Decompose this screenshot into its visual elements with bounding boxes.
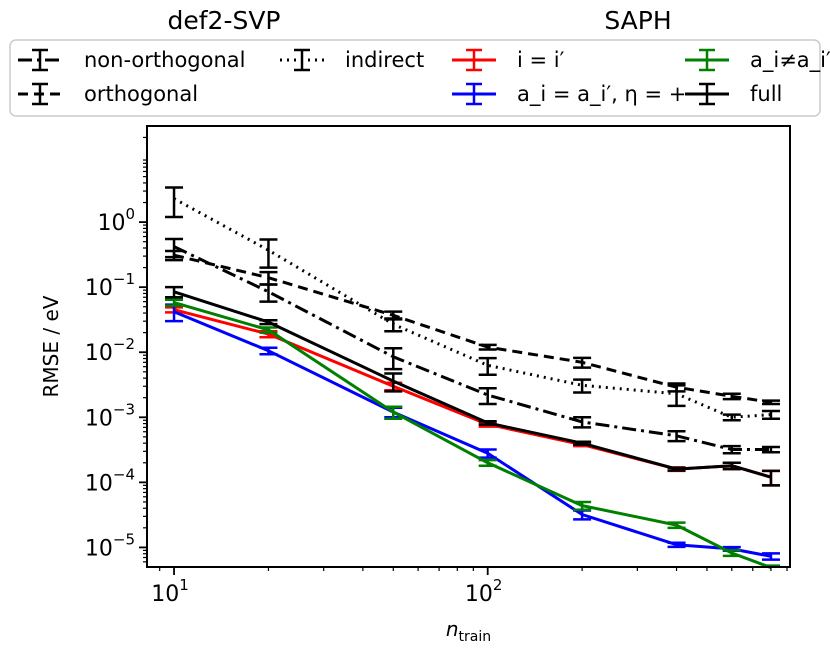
- legend-entry-6: full: [685, 82, 782, 106]
- legend: def2-SVP SAPH non-orthogonal orthogonal indi…: [9, 6, 830, 117]
- legend-entry-2: indirect: [280, 48, 424, 72]
- error-bar: [761, 552, 780, 561]
- error-bar: [667, 521, 686, 530]
- error-bar: [667, 430, 686, 443]
- legend-group-title: SAPH: [604, 6, 671, 35]
- error-bar: [384, 405, 403, 420]
- y-tick-label: 10−2: [85, 335, 135, 366]
- error-bar: [478, 343, 497, 351]
- error-bar: [761, 469, 780, 487]
- error-bar: [667, 466, 686, 472]
- series-6: [165, 285, 780, 487]
- error-bar: [384, 372, 403, 393]
- error-bar: [667, 541, 686, 549]
- error-bar: [573, 440, 592, 446]
- error-bar: [667, 384, 686, 408]
- legend-label: non-orthogonal: [84, 48, 246, 72]
- error-bar: [761, 409, 780, 420]
- plot-area: [165, 186, 780, 570]
- legend-label: a_i≠a_i′: [750, 48, 830, 73]
- error-bar: [722, 444, 741, 455]
- y-tick-label: 100: [97, 205, 135, 236]
- error-bar: [722, 413, 741, 422]
- legend-entry-5: a_i≠a_i′: [685, 48, 830, 73]
- error-bar: [478, 386, 497, 406]
- error-bar: [259, 283, 278, 303]
- series-2: [165, 186, 780, 422]
- plot-frame: [146, 125, 791, 568]
- y-tick-label: 10−4: [85, 465, 135, 496]
- error-bar: [165, 249, 184, 262]
- error-bar: [573, 378, 592, 394]
- legend-group-title: def2-SVP: [167, 6, 280, 35]
- error-bar: [165, 186, 184, 219]
- legend-label: a_i = a_i′, η = +: [517, 82, 686, 107]
- series-line: [173, 301, 772, 570]
- axes: 100 10−1 10−2 10−3 10−4 10−5 101 102 ntrain RMSE …: [39, 125, 791, 645]
- error-bar: [384, 347, 403, 371]
- y-tick-label: 10−5: [85, 530, 135, 561]
- error-bar: [722, 392, 741, 401]
- error-bar: [573, 416, 592, 429]
- error-bar: [573, 500, 592, 511]
- error-bar: [761, 445, 780, 454]
- error-bar: [722, 461, 741, 471]
- error-bar: [761, 399, 780, 406]
- legend-entry-0: non-orthogonal: [18, 48, 246, 72]
- legend-label: orthogonal: [84, 82, 198, 106]
- error-bar: [259, 319, 278, 326]
- legend-entry-1: orthogonal: [18, 82, 198, 106]
- error-bar: [259, 270, 278, 286]
- error-bar: [259, 346, 278, 356]
- error-bar: [478, 458, 497, 467]
- y-tick-label: 10−3: [85, 400, 135, 431]
- legend-box: [9, 39, 821, 117]
- y-axis-label: RMSE / eV: [39, 295, 63, 397]
- error-bar: [478, 419, 497, 426]
- legend-label: full: [750, 82, 782, 106]
- series-line: [173, 245, 771, 451]
- series-line: [173, 308, 772, 479]
- y-tick-label: 10−1: [85, 270, 135, 301]
- error-bar: [722, 549, 741, 558]
- error-bar: [165, 298, 184, 307]
- error-bar: [478, 356, 497, 377]
- series-line: [173, 253, 772, 404]
- error-bar: [259, 238, 278, 269]
- legend-entry-3: i = i′: [452, 48, 565, 72]
- error-bar: [384, 317, 403, 333]
- error-bar: [478, 448, 497, 459]
- series-5: [165, 298, 780, 570]
- error-bar: [165, 285, 184, 299]
- legend-entry-4: a_i = a_i′, η = +: [452, 82, 686, 107]
- series-line: [173, 290, 772, 479]
- error-bar: [259, 326, 278, 334]
- legend-label: i = i′: [517, 48, 565, 72]
- legend-label: indirect: [345, 48, 424, 72]
- x-tick-label: 101: [151, 576, 189, 607]
- x-axis-label: ntrain: [446, 617, 491, 645]
- error-bar: [573, 356, 592, 369]
- x-tick-label: 102: [465, 576, 503, 607]
- series-3: [165, 306, 780, 487]
